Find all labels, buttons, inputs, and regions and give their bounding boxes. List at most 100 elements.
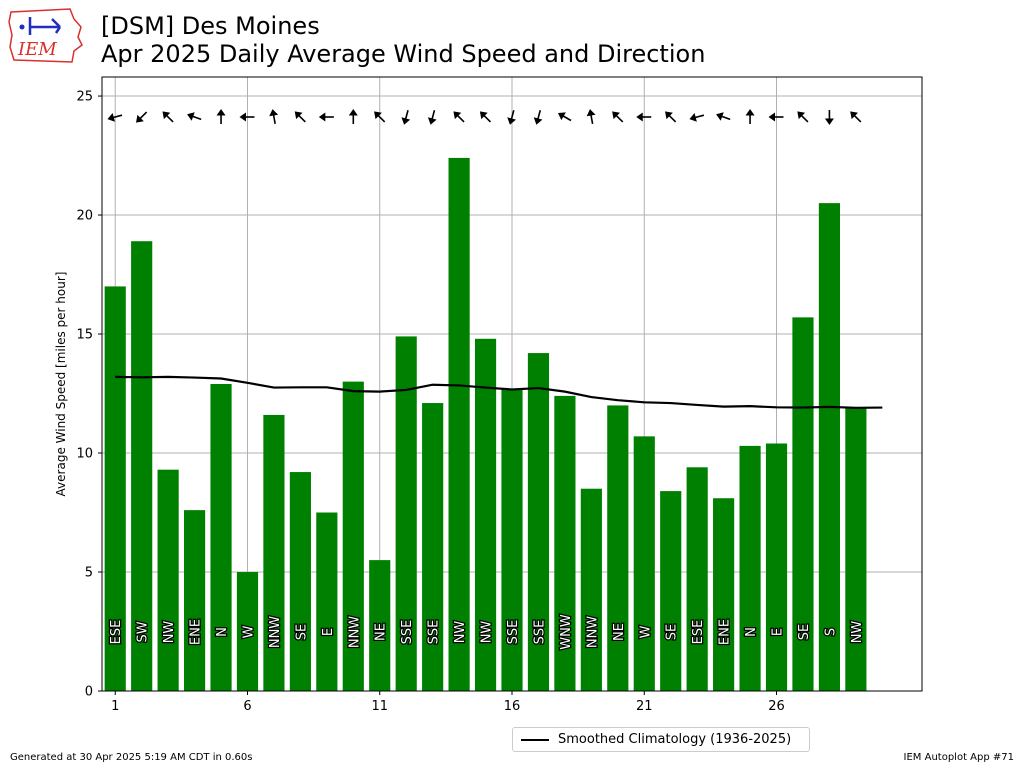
bar [527,353,550,691]
climatology-line [115,375,883,409]
wind-arrow [294,111,306,123]
wind-arrow [374,111,386,123]
direction-label: SE [797,624,812,640]
direction-label: WNW [559,614,574,650]
wind-arrow-head [107,113,115,122]
wind-arrow [348,109,358,124]
y-tick-label: 15 [76,328,93,343]
direction-labels: ESE SW NW ENE N W NNW SE E NNW NE SSE SSE NW NW SSE SSE W… [108,613,866,651]
bar [792,317,814,691]
bar [686,467,708,691]
bar [633,436,655,691]
wind-arrow-head [239,112,246,122]
wind-arrow-head [507,117,516,125]
wind-arrow [318,112,334,122]
bar [157,469,179,691]
direction-label: S [823,628,838,636]
wind-arrow-shaft [138,111,148,120]
bar [607,405,629,691]
direction-label: NNW [268,616,283,648]
y-tick-label: 10 [76,447,93,462]
wind-arrow-shaft [510,110,515,121]
wind-arrow-shaft [668,114,677,123]
wind-arrow-head [797,111,806,120]
y-tick-label: 20 [76,209,93,224]
wind-arrow-head [162,111,171,120]
wind-arrow-head [716,112,724,121]
x-tick-label: 11 [371,699,388,714]
x-tick-label: 21 [636,699,653,714]
wind-arrow [850,111,862,123]
direction-label: W [241,625,256,638]
wind-arrow-head [689,113,697,122]
wind-arrow-shaft [561,114,572,122]
bar [289,472,311,691]
wind-arrow-head [768,112,776,122]
bar [263,414,285,691]
chart-title-station: [DSM] Des Moines [101,12,320,40]
wind-arrow-shaft [404,110,409,121]
wind-arrow-head [612,111,620,120]
bar [236,572,259,691]
direction-label: E [771,628,786,636]
wind-arrow [636,112,652,122]
wind-arrow-shaft [431,110,436,121]
bar [184,510,206,691]
wind-arrow-head [533,117,543,125]
y-tick-label: 0 [85,685,93,700]
bar [474,338,497,691]
bar [131,241,153,692]
bar [765,443,788,691]
direction-label: SSE [427,620,442,645]
wind-arrow-shaft [590,113,594,125]
wind-arrow-shaft [482,114,492,123]
wind-arrow [745,109,755,124]
wind-arrow [612,111,624,123]
x-tick-label: 6 [243,699,251,714]
direction-label: E [321,628,336,636]
iem-logo: IEM [8,7,84,63]
bar [554,395,576,691]
x-tick-label: 26 [768,699,785,714]
y-tick-label: 5 [85,566,93,581]
logo-text: IEM [17,39,57,60]
bar [448,157,470,691]
wind-arrow [507,110,516,125]
direction-label: ENE [189,619,204,645]
direction-label: SSE [532,620,547,645]
wind-arrow-head [269,109,279,117]
chart-title: Apr 2025 Daily Average Wind Speed and Di… [101,40,706,68]
bars [104,157,867,692]
bar [845,407,867,691]
direction-label: SSE [400,620,415,645]
wind-arrow-head [427,117,437,125]
x-tick-label: 1 [111,699,119,714]
wind-arrow-shaft [456,114,465,123]
wind-arrow [768,112,784,122]
wind-arrow-head [453,111,462,120]
wind-arrow [239,112,255,122]
wind-arrow [216,109,226,124]
bar [713,498,735,691]
climatology-line-group [115,375,883,409]
wind-arrow-head [401,117,411,125]
wind-arrow-shaft [720,115,731,121]
bar [818,203,840,692]
wind-arrow-head [294,111,303,120]
generated-timestamp: Generated at 30 Apr 2025 5:19 AM CDT in … [10,752,253,763]
wind-arrow-head [187,112,195,121]
wind-arrow-shaft [165,114,174,123]
y-axis-label: Average Wind Speed [miles per hour] [54,272,68,497]
direction-label: NE [374,623,389,641]
wind-arrows [107,109,862,125]
direction-label: NW [480,621,495,644]
wind-arrow-head [850,111,858,120]
direction-label: NNW [585,616,600,648]
direction-label: SE [665,624,680,640]
wind-arrow-head [824,118,834,125]
wind-arrow [136,111,148,123]
bar [316,512,338,691]
wind-arrow [797,111,809,123]
bar [501,388,523,691]
